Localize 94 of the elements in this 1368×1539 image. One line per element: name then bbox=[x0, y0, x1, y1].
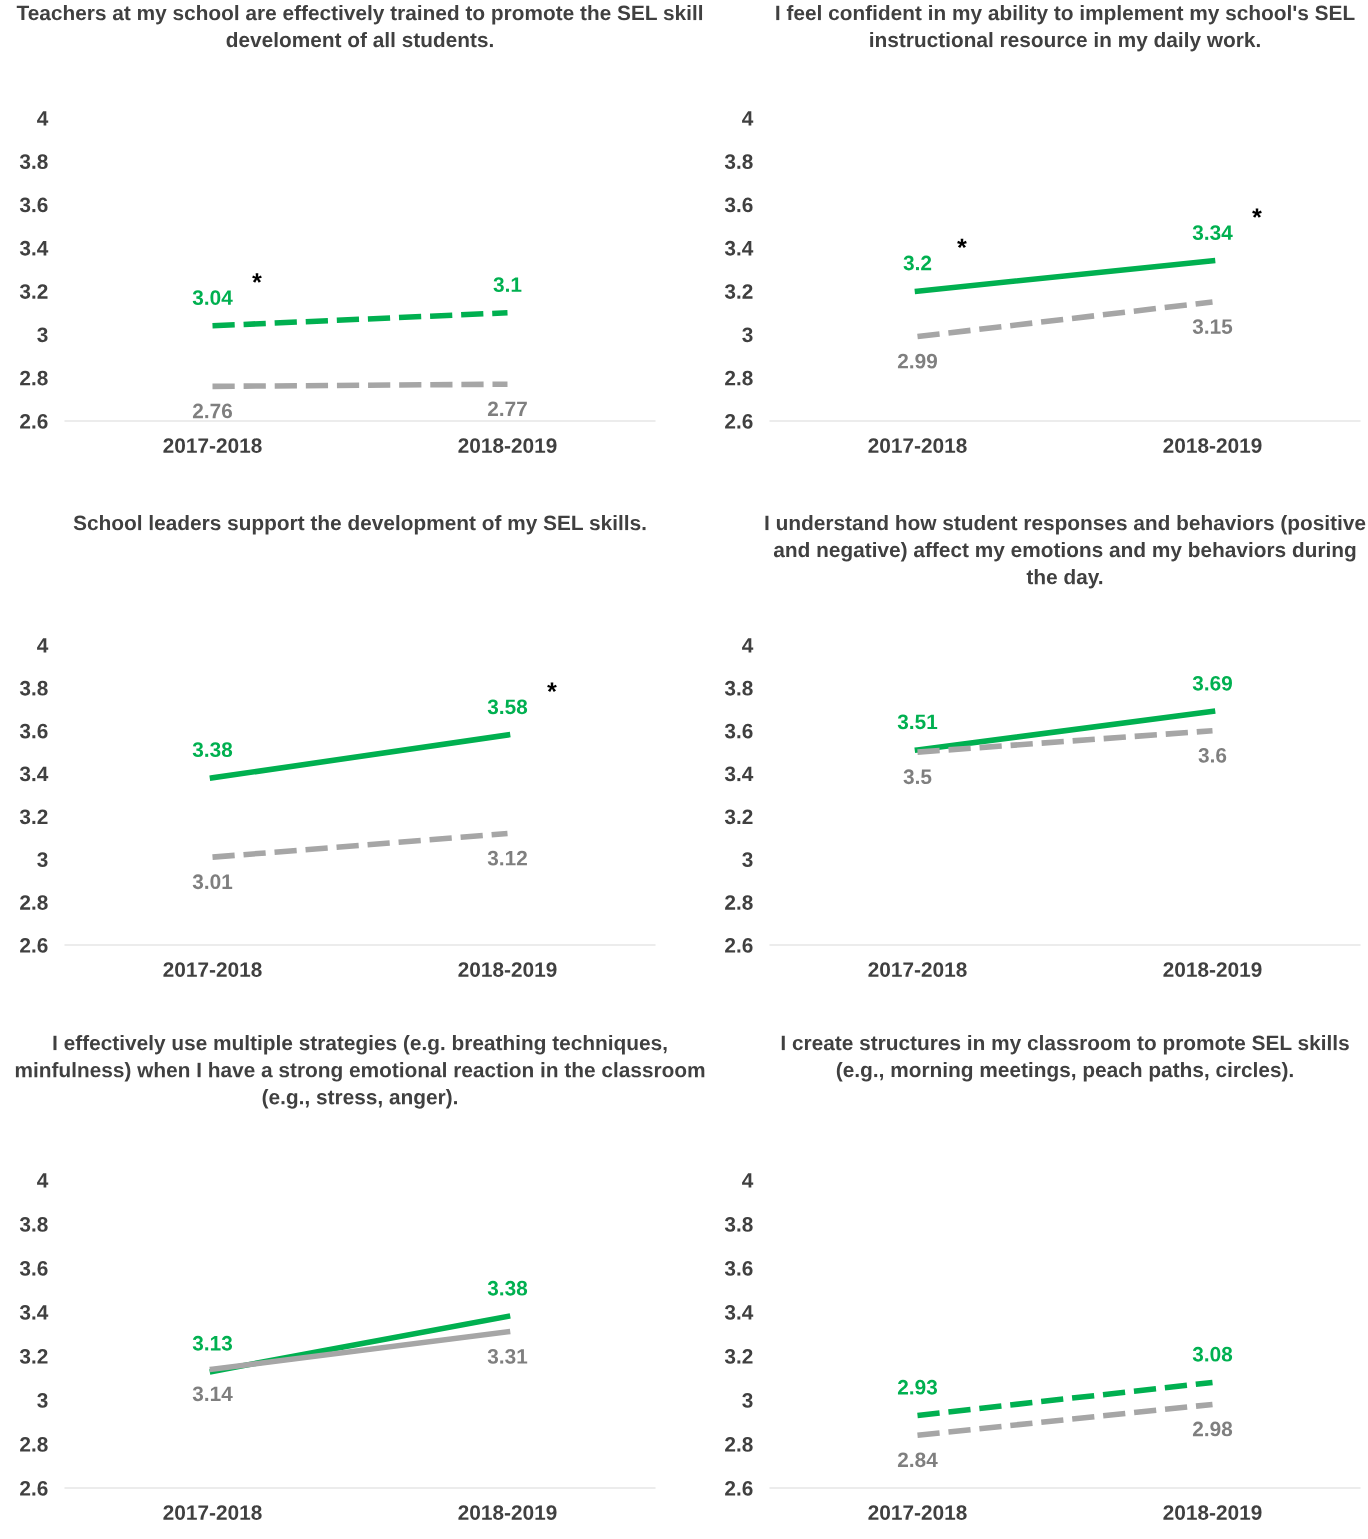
x-tick-label: 2017-2018 bbox=[868, 1505, 967, 1520]
x-tick-label: 2018-2019 bbox=[1163, 1505, 1262, 1520]
data-label: 2.77 bbox=[487, 401, 527, 416]
data-label: 3.04 bbox=[192, 290, 233, 306]
y-tick-label: 2.8 bbox=[20, 895, 48, 910]
y-tick-label: 3.2 bbox=[724, 284, 753, 299]
y-tick-label: 2.6 bbox=[20, 414, 48, 429]
chart-title: School leaders support the development of my SEL skills. bbox=[73, 515, 646, 535]
data-label: 2.98 bbox=[1192, 1421, 1233, 1437]
y-tick-label: 3.8 bbox=[19, 1217, 48, 1232]
data-label: 2.93 bbox=[897, 1379, 938, 1395]
annotation: * bbox=[957, 238, 967, 249]
y-tick-label: 3.6 bbox=[19, 723, 48, 739]
data-label: 3.08 bbox=[1192, 1346, 1233, 1362]
data-label: 3.13 bbox=[192, 1335, 233, 1351]
y-tick-label: 4 bbox=[742, 638, 754, 653]
y-tick-label: 4 bbox=[742, 1173, 754, 1188]
data-label: 2.84 bbox=[897, 1452, 938, 1468]
y-tick-label: 2.8 bbox=[725, 370, 753, 386]
data-label: 3.15 bbox=[1192, 319, 1233, 334]
x-tick-label: 2017-2018 bbox=[868, 962, 967, 977]
data-label: 3.34 bbox=[1192, 225, 1233, 241]
data-label: 3.38 bbox=[192, 742, 233, 758]
chart-title: Teachers at my school are effectively trained to promote the SEL skill develoment of all students. bbox=[16, 5, 703, 48]
x-tick-label: 2018-2019 bbox=[1163, 438, 1262, 453]
data-label: 3.69 bbox=[1192, 675, 1232, 691]
data-label: 3.01 bbox=[192, 874, 233, 890]
x-tick-label: 2018-2019 bbox=[458, 962, 557, 977]
data-label: 3.2 bbox=[903, 255, 932, 271]
y-tick-label: 3 bbox=[742, 852, 753, 868]
annotation: * bbox=[1252, 208, 1262, 218]
annotation: * bbox=[547, 682, 557, 692]
annotation: * bbox=[252, 273, 262, 283]
y-tick-label: 2.6 bbox=[20, 1481, 48, 1496]
y-tick-label: 3.6 bbox=[724, 723, 753, 739]
data-label: 3.31 bbox=[487, 1349, 528, 1364]
y-tick-label: 2.6 bbox=[20, 938, 48, 953]
y-tick-label: 3 bbox=[742, 1393, 753, 1408]
chart-title: I effectively use multiple strategies (e.g. breathing techniques, minfulness) when I have a strong emotional reaction in the classroom (e.g., stress, anger). bbox=[15, 1035, 705, 1109]
x-tick-label: 2017-2018 bbox=[163, 438, 262, 453]
data-label: 3.14 bbox=[192, 1386, 233, 1402]
x-tick-label: 2017-2018 bbox=[163, 1505, 262, 1520]
x-tick-label: 2018-2019 bbox=[458, 438, 557, 453]
y-tick-label: 3.2 bbox=[19, 284, 48, 299]
y-tick-label: 3.8 bbox=[724, 680, 753, 696]
y-tick-label: 3.4 bbox=[724, 1305, 754, 1320]
y-tick-label: 3.2 bbox=[724, 809, 753, 825]
y-tick-label: 3.2 bbox=[724, 1349, 753, 1364]
data-label: 3.58 bbox=[487, 699, 528, 715]
y-tick-label: 3.6 bbox=[19, 1261, 48, 1276]
y-tick-label: 4 bbox=[742, 111, 754, 126]
y-tick-label: 2.8 bbox=[725, 1437, 753, 1452]
data-label: 3.51 bbox=[897, 714, 938, 730]
data-label: 2.76 bbox=[192, 403, 233, 419]
y-tick-label: 3.2 bbox=[19, 809, 48, 825]
y-tick-label: 3.4 bbox=[19, 240, 49, 256]
data-label: 2.99 bbox=[897, 353, 937, 369]
x-tick-label: 2018-2019 bbox=[458, 1505, 557, 1520]
chart-title: I create structures in my classroom to promote SEL skills (e.g., morning meetings, peach paths, circles). bbox=[781, 1035, 1349, 1082]
y-tick-label: 2.6 bbox=[725, 938, 753, 953]
y-tick-label: 2.8 bbox=[20, 1437, 48, 1452]
y-tick-label: 3.6 bbox=[724, 1261, 753, 1276]
y-tick-label: 3.8 bbox=[19, 680, 48, 696]
data-label: 3.6 bbox=[1198, 747, 1227, 763]
x-tick-label: 2017-2018 bbox=[868, 438, 967, 453]
y-tick-label: 3.2 bbox=[19, 1349, 48, 1364]
y-tick-label: 2.6 bbox=[725, 414, 753, 429]
y-tick-label: 4 bbox=[37, 111, 49, 126]
y-tick-label: 4 bbox=[37, 638, 49, 653]
y-tick-label: 3.8 bbox=[19, 154, 48, 170]
y-tick-label: 3.4 bbox=[724, 240, 754, 256]
y-tick-label: 3.8 bbox=[724, 1217, 753, 1232]
data-label: 3.38 bbox=[487, 1280, 528, 1296]
y-tick-label: 3.4 bbox=[19, 766, 49, 782]
chart-title: I understand how student responses and behaviors (positive and negative) affect my emotions and my behaviors during the day. bbox=[765, 515, 1366, 589]
data-label: 3.12 bbox=[487, 850, 527, 866]
y-tick-label: 3 bbox=[37, 852, 48, 868]
data-label: 3.5 bbox=[903, 769, 932, 785]
y-tick-label: 3 bbox=[742, 327, 753, 343]
x-tick-label: 2018-2019 bbox=[1163, 962, 1262, 977]
y-tick-label: 2.6 bbox=[725, 1481, 753, 1496]
y-tick-label: 3.6 bbox=[19, 197, 48, 213]
y-tick-label: 3.6 bbox=[724, 197, 753, 213]
x-tick-label: 2017-2018 bbox=[163, 962, 262, 977]
y-tick-label: 2.8 bbox=[20, 370, 48, 386]
y-tick-label: 4 bbox=[37, 1173, 49, 1188]
data-label: 3.1 bbox=[493, 277, 522, 293]
y-tick-label: 3.4 bbox=[19, 1305, 49, 1320]
y-tick-label: 2.8 bbox=[725, 895, 753, 910]
y-tick-label: 3 bbox=[37, 327, 48, 343]
y-tick-label: 3 bbox=[37, 1393, 48, 1408]
chart-title: I feel confident in my ability to implement my school's SEL instructional resource in my daily work. bbox=[776, 5, 1355, 52]
y-tick-label: 3.8 bbox=[724, 154, 753, 170]
y-tick-label: 3.4 bbox=[724, 766, 754, 782]
